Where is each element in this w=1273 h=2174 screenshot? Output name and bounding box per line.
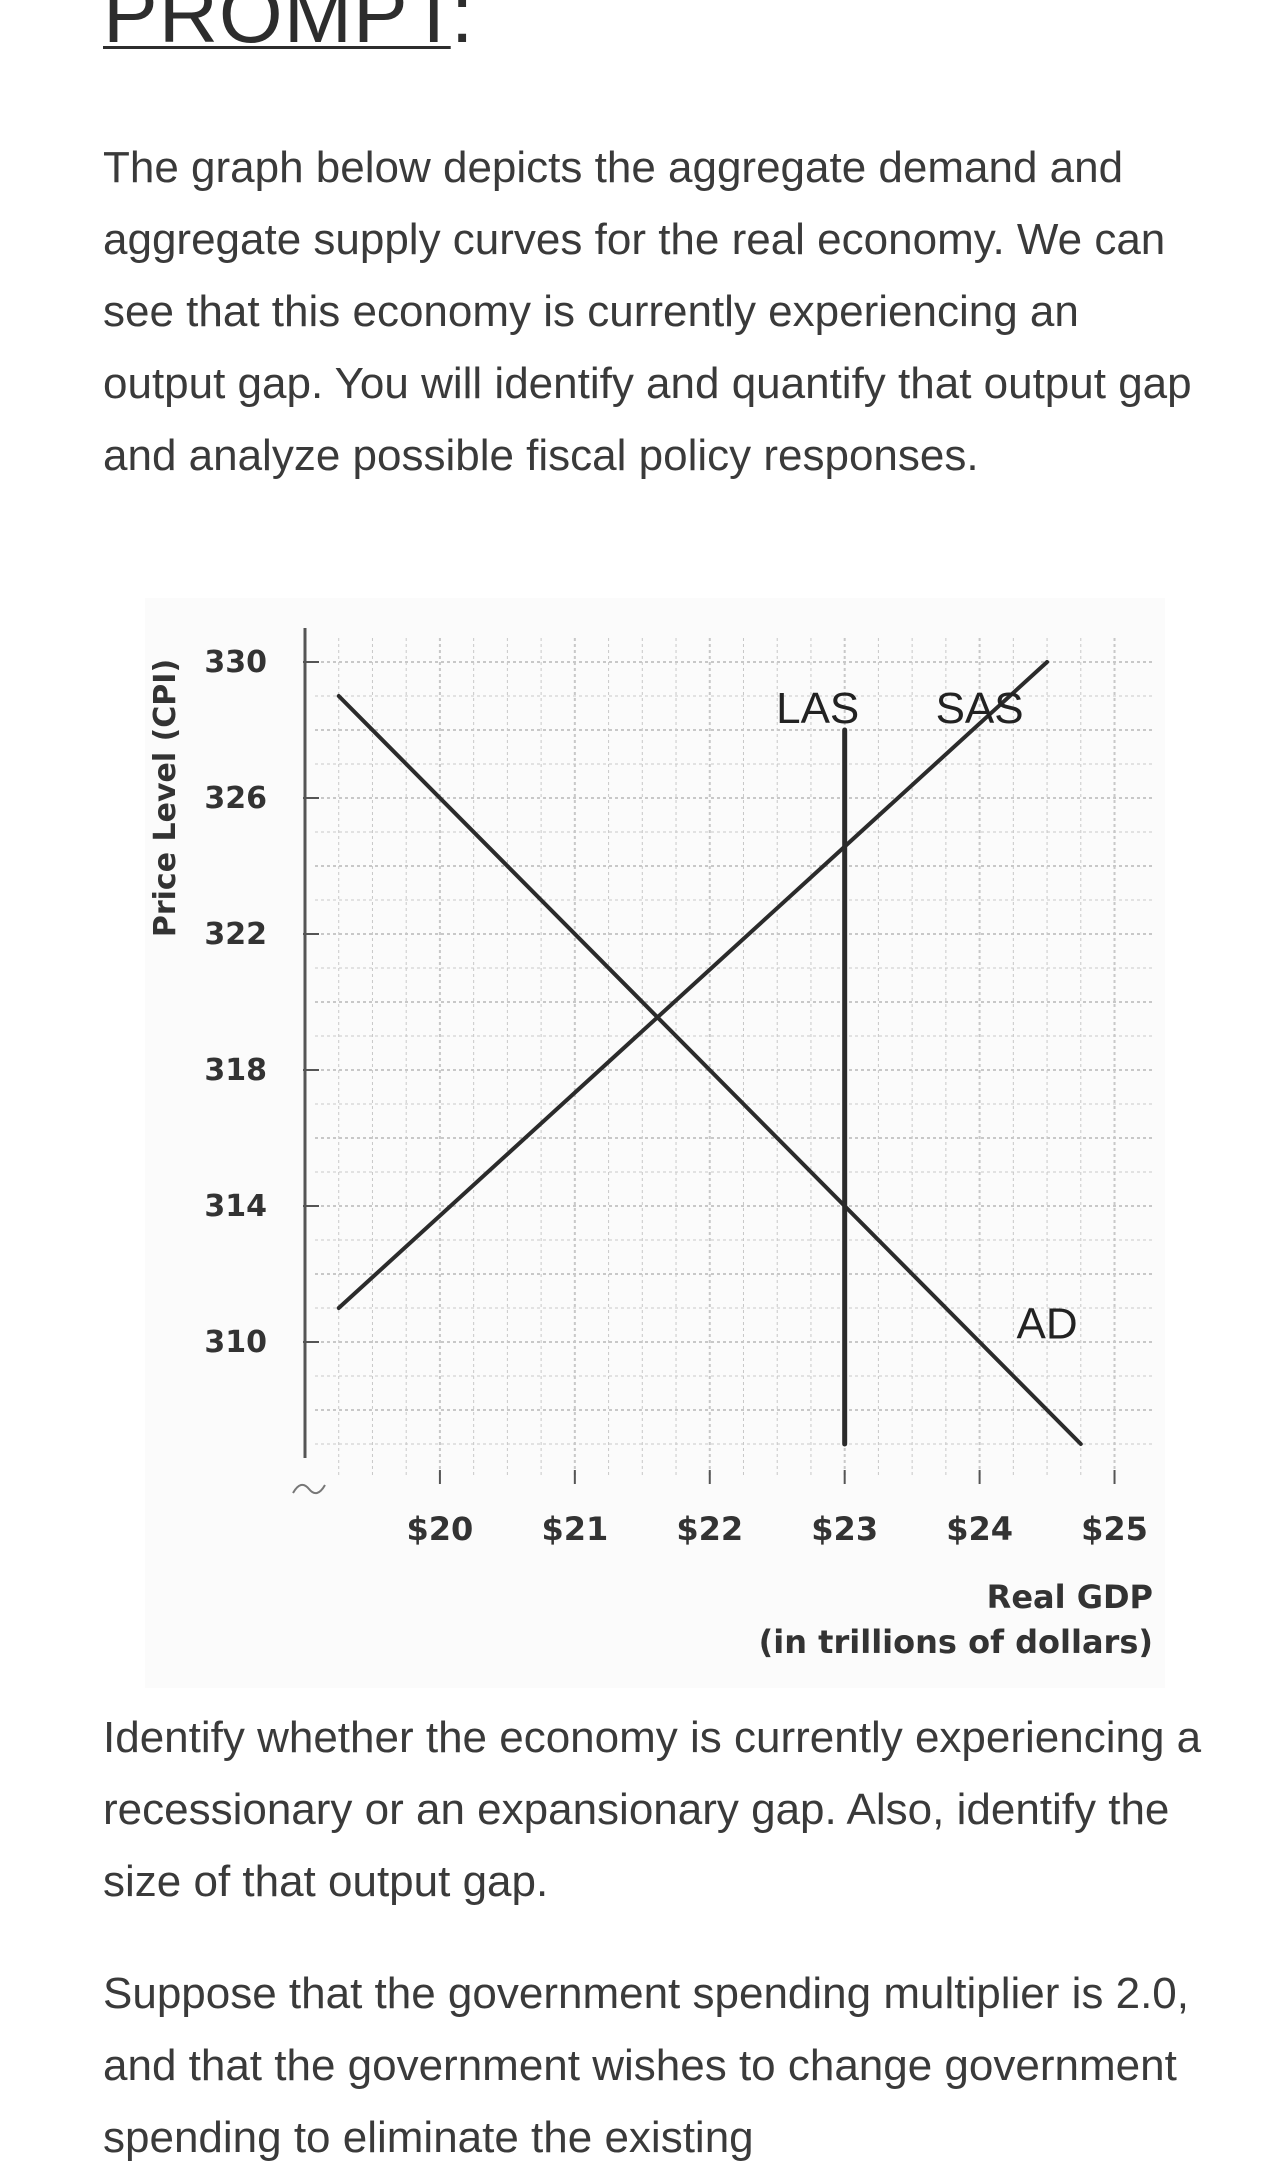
y-tick-label: 310 xyxy=(204,1325,267,1360)
axes: 330 326 322 318 314 310 $20 $21 $22 $23 $24 $25 Pric… xyxy=(148,628,1153,1661)
y-tick-label: 326 xyxy=(204,781,267,816)
series xyxy=(336,660,1083,1447)
labels: LAS SAS AD xyxy=(776,684,1078,1348)
prompt-heading-text: PROMPT xyxy=(103,0,451,60)
x-tick-label: $22 xyxy=(676,1510,743,1548)
curve-ad xyxy=(336,694,1083,1446)
x-axis-sublabel: (in trillions of dollars) xyxy=(759,1623,1153,1661)
y-tick-label: 322 xyxy=(204,917,267,952)
y-axis-label: Price Level (CPI) xyxy=(148,659,183,937)
y-tick-label: 330 xyxy=(204,645,267,680)
x-tick-label: $21 xyxy=(541,1510,608,1548)
ad-as-chart: 330 326 322 318 314 310 $20 $21 $22 $23 $24 $25 Pric… xyxy=(148,628,1155,1661)
curve-sas xyxy=(336,660,1050,1310)
prompt-heading-colon: : xyxy=(450,0,475,60)
curve-label-sas: SAS xyxy=(936,684,1024,733)
x-tick-label: $24 xyxy=(946,1510,1013,1548)
curve-label-ad: AD xyxy=(1017,1300,1078,1349)
chart-container: 330 326 322 318 314 310 $20 $21 $22 $23 $24 $25 Pric… xyxy=(145,598,1165,1688)
grid xyxy=(315,638,1155,1478)
x-tick-label: $20 xyxy=(407,1510,474,1548)
x-tick-label: $25 xyxy=(1081,1510,1148,1548)
question-paragraph-1: Identify whether the economy is currentl… xyxy=(103,1713,1202,1906)
question-paragraph-2: Suppose that the government spending mul… xyxy=(103,1969,1189,2162)
x-tick-label: $23 xyxy=(811,1510,878,1548)
curve-label-las: LAS xyxy=(776,684,859,733)
axis-break-mark xyxy=(292,1483,326,1495)
prompt-heading: PROMPT: xyxy=(103,0,475,56)
intro-paragraph: The graph below depicts the aggregate de… xyxy=(103,143,1192,480)
y-tick-label: 314 xyxy=(204,1189,267,1224)
x-axis-label: Real GDP xyxy=(987,1578,1153,1616)
y-tick-label: 318 xyxy=(204,1053,267,1088)
